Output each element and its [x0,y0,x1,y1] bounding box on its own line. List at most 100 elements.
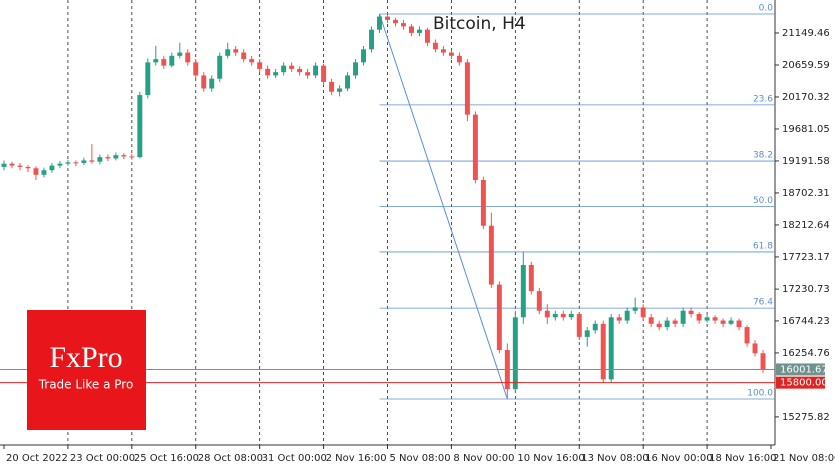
candle-body [592,323,598,331]
candle-body [760,353,766,370]
candle-body [680,310,686,324]
candle-body [584,330,590,337]
candle-body [361,49,367,63]
y-tick-label: 20659.59 [782,60,830,71]
candle-body [225,49,231,56]
price-tag-label: 15800.00 [780,378,828,389]
candle-body [744,327,750,344]
candle-body [480,180,486,226]
fib-label: 76.4 [753,298,773,308]
candle-body [17,165,23,167]
candle-body [432,42,438,50]
x-tick-label: 28 Oct 08:00 [198,453,263,464]
candle-body [209,78,215,89]
candle-body [57,163,63,166]
candle-body [568,314,574,318]
candle-body [464,62,470,115]
x-tick-label: 23 Oct 00:00 [70,453,135,464]
candle-body [97,157,103,162]
candle-body [321,65,327,82]
y-tick-label: 16254.76 [782,348,830,359]
candle-body [664,320,670,328]
x-tick-label: 13 Nov 08:00 [581,453,648,464]
price-tag [776,376,825,389]
x-tick-label: 18 Nov 16:00 [709,453,776,464]
y-tick-label: 17230.73 [782,284,830,295]
candle-body [201,75,207,89]
candle-body [241,52,247,60]
candle-body [560,314,566,318]
candle-body [496,284,502,350]
candle-body [616,317,622,321]
candle-body [121,155,127,157]
candle-body [696,314,702,321]
candle-body [313,65,319,76]
x-tick-label: 25 Oct 16:00 [134,453,199,464]
candle-body [9,163,15,166]
candle-body [297,68,303,73]
candle-body [281,65,287,73]
candle-body [520,264,526,318]
candle-body [161,59,167,66]
candle-body [305,72,311,76]
chart-title: Bitcoin, H4 [433,14,526,34]
candle-body [65,162,71,164]
candle-body [49,165,55,171]
logo-tagline: Trade Like a Pro [38,378,134,392]
y-tick-label: 21149.46 [782,28,830,39]
candle-body [273,72,279,76]
candle-body [265,68,271,76]
candle-body [81,160,87,164]
candle-body [528,264,534,292]
y-tick-label: 17723.17 [782,252,830,263]
candle-body [544,310,550,318]
candle-body [712,317,718,321]
candle-body [720,320,726,324]
candle-body [73,162,79,164]
fib-label: 50.0 [753,196,773,206]
candle-body [536,291,542,311]
candle-body [257,62,263,69]
fib-label: 0.0 [759,3,774,13]
candle-body [736,320,742,328]
candle-body [329,81,335,92]
candle-body [185,52,191,63]
candle-body [385,16,390,20]
candle-body [472,114,478,181]
candle-body [752,343,758,354]
fib-label: 100.0 [747,388,773,398]
candle-body [137,95,143,158]
candle-body [145,62,151,96]
candle-body [233,49,239,53]
candle-body [177,52,183,56]
candle-body [608,317,614,380]
candle-body [640,307,646,318]
candle-body [440,49,446,53]
candle-body [408,26,414,33]
candle-body [89,160,95,162]
y-tick-label: 18702.31 [782,188,830,199]
candle-body [512,317,518,390]
candle-body [249,59,255,63]
candle-body [25,166,31,169]
candle-body [576,314,582,337]
fib-label: 38.2 [753,151,773,161]
candle-body [656,323,662,328]
x-tick-label: 5 Nov 08:00 [390,453,451,464]
x-tick-label: 31 Oct 00:00 [262,453,327,464]
candle-body [153,59,159,63]
candle-body [632,307,638,311]
candle-body [169,55,175,66]
candle-body [488,225,494,285]
candle-body [129,156,135,158]
fib-label: 61.8 [753,241,773,251]
y-tick-label: 16744.23 [782,316,830,327]
logo-name: FxPro [49,341,122,374]
candle-body [672,320,678,324]
candle-body [33,168,39,175]
candle-body [552,314,558,318]
candle-body [416,29,422,33]
fib-label: 23.6 [753,94,773,104]
price-tag-label: 16001.67 [780,364,828,375]
